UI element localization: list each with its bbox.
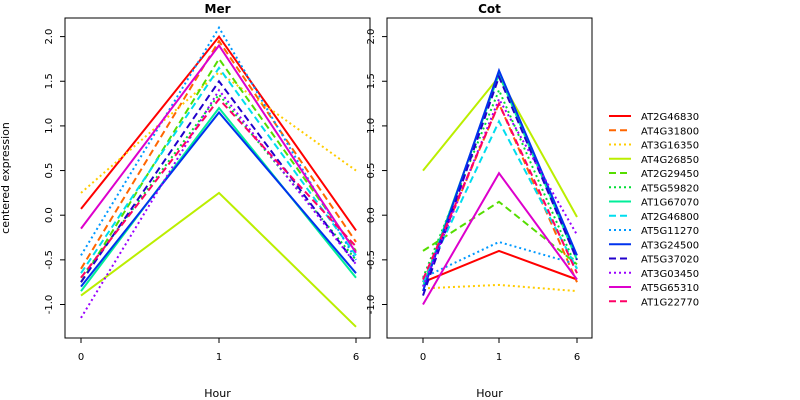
x-axis-title-1: Hour xyxy=(476,387,503,400)
x-tick-label: 6 xyxy=(353,352,359,363)
legend-label-AT2G46830: AT2G46830 xyxy=(641,112,699,123)
series-line-AT1G67070 xyxy=(422,71,578,287)
panel-title-1: Cot xyxy=(478,2,501,16)
y-tick-label: -0.5 xyxy=(44,250,55,270)
y-tick-label: 2.0 xyxy=(366,29,377,45)
series-line-AT4G31800 xyxy=(422,101,578,283)
panel-title-0: Mer xyxy=(205,2,231,16)
series-line-AT3G16350 xyxy=(422,283,578,293)
series-line-AT3G16350 xyxy=(80,71,357,194)
series-line-AT4G31800 xyxy=(80,39,357,270)
x-tick-label: 0 xyxy=(420,352,426,363)
y-tick-label: 0.5 xyxy=(366,163,377,179)
series-line-AT1G22770 xyxy=(422,101,578,280)
y-tick-label: -1.0 xyxy=(366,295,377,315)
legend-label-AT3G03450: AT3G03450 xyxy=(641,269,699,280)
series-line-AT2G29450 xyxy=(80,57,357,283)
legend-label-AT2G29450: AT2G29450 xyxy=(641,169,699,180)
legend-label-AT1G67070: AT1G67070 xyxy=(641,198,699,209)
x-axis-title-0: Hour xyxy=(204,387,231,400)
y-tick-label: 0.5 xyxy=(44,163,55,179)
legend-label-AT2G46800: AT2G46800 xyxy=(641,212,699,223)
y-tick-label: 1.0 xyxy=(44,118,55,134)
legend-label-AT1G22770: AT1G22770 xyxy=(641,297,699,308)
series-line-AT5G37020 xyxy=(422,74,578,296)
series-line-AT2G46830 xyxy=(422,249,578,284)
legend-label-AT5G37020: AT5G37020 xyxy=(641,255,699,266)
y-tick-label: 1.5 xyxy=(44,73,55,89)
series-line-AT3G24500 xyxy=(422,67,578,292)
y-tick-label: -0.5 xyxy=(366,250,377,270)
plot-frame-1 xyxy=(386,17,593,339)
y-tick-label: 1.0 xyxy=(366,118,377,134)
series-line-AT3G24500 xyxy=(80,110,357,288)
series-line-AT2G46800 xyxy=(80,66,357,274)
series-line-AT5G65310 xyxy=(422,171,578,306)
x-tick-label: 0 xyxy=(78,352,84,363)
x-tick-label: 6 xyxy=(574,352,580,363)
plot-frame-0 xyxy=(64,17,371,339)
legend-label-AT5G59820: AT5G59820 xyxy=(641,183,699,194)
series-line-AT3G03450 xyxy=(80,88,357,319)
legend-label-AT3G24500: AT3G24500 xyxy=(641,240,699,251)
legend-label-AT4G26850: AT4G26850 xyxy=(641,155,699,166)
series-line-AT3G03450 xyxy=(422,96,578,287)
series-line-AT5G37020 xyxy=(80,79,357,283)
y-tick-label: 1.5 xyxy=(366,73,377,89)
series-line-AT4G26850 xyxy=(80,191,357,328)
series-line-AT1G22770 xyxy=(80,97,357,279)
series-line-AT5G65310 xyxy=(80,43,357,254)
series-line-AT2G29450 xyxy=(422,200,578,266)
legend-label-AT5G65310: AT5G65310 xyxy=(641,283,699,294)
series-line-AT2G46800 xyxy=(422,119,578,283)
y-tick-label: 0.0 xyxy=(366,207,377,223)
y-tick-label: 0.0 xyxy=(44,207,55,223)
legend-label-AT4G31800: AT4G31800 xyxy=(641,126,699,137)
x-tick-label: 1 xyxy=(496,352,502,363)
y-axis-title: centered expression xyxy=(0,122,12,234)
legend-label-AT3G16350: AT3G16350 xyxy=(641,141,699,152)
y-tick-label: -1.0 xyxy=(44,295,55,315)
x-tick-label: 1 xyxy=(216,352,222,363)
series-line-AT4G26850 xyxy=(422,75,578,218)
legend-label-AT5G11270: AT5G11270 xyxy=(641,226,699,237)
y-tick-label: 2.0 xyxy=(44,29,55,45)
